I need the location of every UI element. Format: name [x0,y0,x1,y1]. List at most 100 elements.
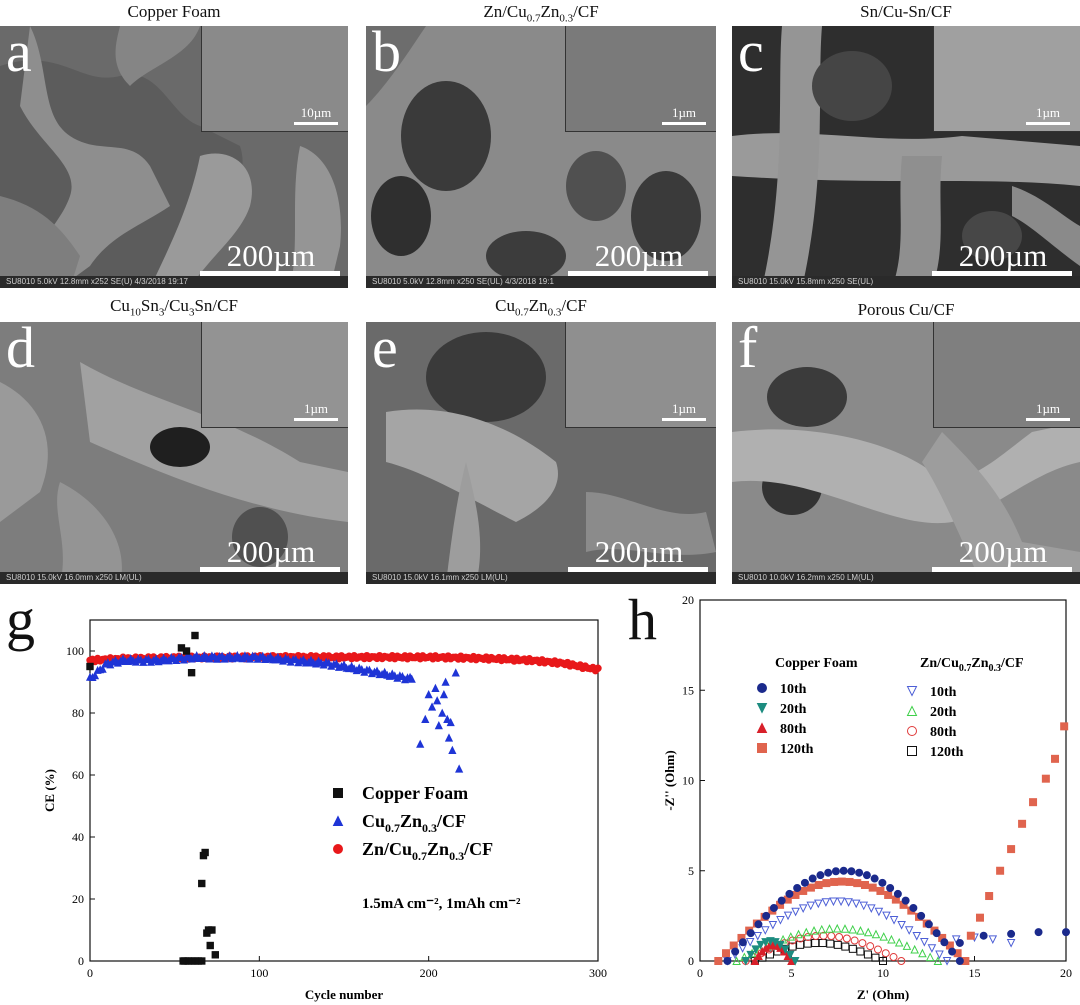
chart-h-point [844,898,853,907]
chart-g-legend: Copper Foam Cu0.7Zn0.3/CF Zn/Cu0.7Zn0.3/CF [332,783,493,863]
chart-g-point-black [211,951,220,959]
chart-g-point-blue [451,668,460,677]
chart-h-point [1041,774,1050,783]
chart-h-point [884,890,893,899]
chart-g-xtick-label: 100 [250,966,268,980]
chart-h-point [1018,819,1027,828]
chart-h-nyquist-plot: 0 5 10 15 20 0 5 10 15 20 Z' (Ohm) -Z'' (Ohm) Copper… [662,593,1072,1002]
sem-info-bar-c: SU8010 15.0kV 15.8mm x250 SE(UL) [732,276,1080,288]
chart-h-point [886,883,895,892]
chart-h-point [738,938,747,947]
chart-g-point-blue [441,677,450,686]
chart-h-point [842,934,851,943]
chart-h-point [780,945,790,954]
chart-h-point [791,907,800,917]
chart-h-ytick-label: 5 [688,864,694,878]
chart-h-legend-marker [907,726,917,736]
chart-g-point-blue [434,720,443,730]
chart-h-point [731,947,740,956]
chart-g-point-black [179,957,187,965]
chart-h-point [870,874,879,883]
chart-h-point [889,916,899,925]
chart-h-legend-label: 80th [930,725,957,740]
chart-g-xtick-label: 200 [420,966,438,980]
chart-h-point [847,867,856,876]
chart-h-point [933,956,943,965]
chart-h-frame [699,599,1067,962]
chart-g-legend-label: Zn/Cu0.7Zn0.3/CF [362,839,493,863]
chart-h-legend-marker [757,743,767,753]
chart-h-xlabel: Z' (Ohm) [857,987,909,1002]
chart-g-legend-marker [332,815,344,826]
chart-h-legend-marker [756,703,768,714]
chart-h-legend-label: 120th [780,742,814,757]
chart-g-point-red [594,664,602,672]
panel-c-title: Sn/Cu-Sn/CF [860,2,952,21]
chart-h-point [839,866,848,875]
chart-h-point [824,868,833,877]
chart-h-point [831,867,840,876]
chart-h-legend-label: 10th [780,682,807,697]
chart-h-point [904,926,914,935]
chart-g-ytick-label: 100 [66,644,84,658]
chart-h-point [858,939,867,948]
chart-h-point [897,920,906,930]
chart-h-point [909,903,918,912]
chart-h-point [776,940,785,950]
chart-h-point [833,940,842,949]
chart-g-point-blue [438,708,447,717]
chart-h-point [750,956,760,965]
chart-g-xtick-label: 0 [87,966,93,980]
chart-h-point [836,897,846,907]
scalebar-f: 200µm [932,536,1072,572]
chart-h-point [951,935,961,944]
chart-h-series [723,866,1070,965]
chart-h-point [829,897,838,907]
chart-h-point [793,883,802,892]
chart-h-point [955,957,964,965]
chart-h-point [924,920,933,929]
chart-h-point [866,942,875,951]
chart-h-point [1006,938,1016,948]
chart-h-point [818,939,827,948]
panel-d-title: Cu10Sn3/Cu3Sn/CF [110,296,238,319]
chart-h-point [893,889,902,898]
chart-g-point-blue [91,671,100,680]
chart-h-point [835,932,844,941]
chart-h-point [863,950,872,959]
panel-e-title: Cu0.7Zn0.3/CF [495,296,587,319]
sem-image-d: d 1µm 200µm SU8010 15.0kV 16.0mm x250 LM… [0,322,348,584]
chart-h-point [746,929,755,938]
chart-g-point-black [182,647,191,655]
chart-g-point-blue [455,764,464,773]
chart-h-legend-marker [907,746,917,756]
chart-h-point [871,929,881,939]
sem-image-b: b 1µm 200µm SU8010 5.0kV 12.8mm x250 SE(… [366,26,716,288]
chart-h-point [856,947,865,956]
chart-g-point-blue [444,733,454,742]
chart-h-point [811,932,820,941]
chart-g-point-black [208,926,216,934]
chart-h-point [901,896,910,905]
chart-h-point [927,944,937,953]
chart-h-point [825,924,834,933]
chart-g-point-black [198,879,206,888]
chart-h-xtick-label: 10 [877,966,889,980]
panel-f-title: Porous Cu/CF [857,300,955,319]
chart-h-point [966,931,975,940]
chart-h-point [817,924,827,934]
chart-h-point [948,947,957,956]
panel-label-e: e [372,322,398,380]
chart-h-point [902,941,912,950]
chart-h-point [1062,928,1070,937]
chart-h-point [942,957,952,966]
chart-g-xtick-label: 300 [589,966,607,980]
chart-h-point [801,927,811,937]
chart-g-point-black [86,662,94,671]
chart-h-point [811,939,820,948]
chart-h-point [830,877,839,886]
sem-info-bar-d: SU8010 15.0kV 16.0mm x250 LM(UL) [0,572,348,584]
chart-h-point [985,892,994,901]
sem-info-bar-b: SU8010 5.0kV 12.8mm x250 SE(UL) 4/3/2018… [366,276,716,288]
chart-h-point [920,937,929,947]
